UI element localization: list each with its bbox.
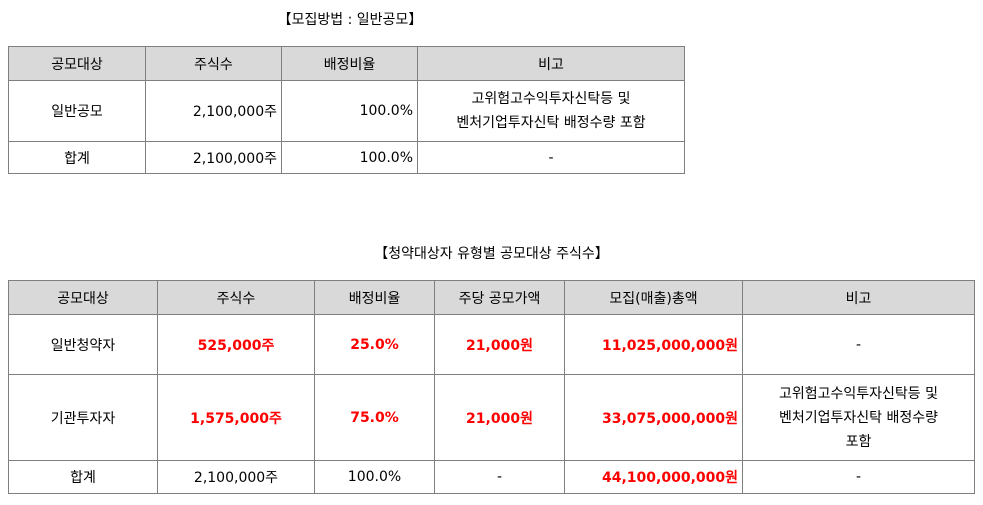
- header-price-per-share: 주당 공모가액: [434, 280, 565, 315]
- table-row: 기관투자자 1,575,000주 75.0% 21,000원 33,075,00…: [8, 374, 975, 461]
- cell-ratio: 100.0%: [314, 460, 435, 494]
- cell-target: 기관투자자: [8, 374, 158, 461]
- cell-remarks: -: [742, 460, 975, 494]
- header-remarks: 비고: [417, 46, 685, 81]
- cell-shares: 2,100,000주: [145, 141, 282, 174]
- cell-remarks: -: [417, 141, 685, 174]
- table-row: 일반공모 2,100,000주 100.0% 고위험고수익투자신탁등 및 벤처기…: [8, 80, 685, 142]
- cell-shares: 1,575,000주: [157, 374, 315, 461]
- cell-total: 33,075,000,000원: [564, 374, 743, 461]
- cell-total: 44,100,000,000원: [564, 460, 743, 494]
- cell-ratio: 100.0%: [281, 141, 418, 174]
- header-shares: 주식수: [157, 280, 315, 315]
- header-target: 공모대상: [8, 280, 158, 315]
- table2-title: 【청약대상자 유형별 공모대상 주식수】: [374, 246, 609, 262]
- header-shares: 주식수: [145, 46, 282, 81]
- cell-target: 합계: [8, 141, 146, 174]
- cell-shares: 525,000주: [157, 314, 315, 375]
- header-total-amount: 모집(매출)총액: [564, 280, 743, 315]
- cell-shares: 2,100,000주: [157, 460, 315, 494]
- cell-price: 21,000원: [434, 374, 565, 461]
- cell-target: 일반청약자: [8, 314, 158, 375]
- cell-remarks: 고위험고수익투자신탁등 및 벤처기업투자신탁 배정수량 포함: [417, 80, 685, 142]
- cell-remarks: -: [742, 314, 975, 375]
- table-header-row: 공모대상 주식수 배정비율 비고: [8, 46, 685, 81]
- cell-total: 11,025,000,000원: [564, 314, 743, 375]
- table-offering-method: 공모대상 주식수 배정비율 비고 일반공모 2,100,000주 100.0% …: [8, 46, 685, 174]
- table-row: 일반청약자 525,000주 25.0% 21,000원 11,025,000,…: [8, 314, 975, 375]
- cell-ratio: 100.0%: [281, 80, 418, 142]
- cell-remarks: 고위험고수익투자신탁등 및 벤처기업투자신탁 배정수량 포함: [742, 374, 975, 461]
- header-remarks: 비고: [742, 280, 975, 315]
- header-target: 공모대상: [8, 46, 146, 81]
- cell-shares: 2,100,000주: [145, 80, 282, 142]
- table-row-total: 합계 2,100,000주 100.0% -: [8, 141, 685, 174]
- cell-ratio: 25.0%: [314, 314, 435, 375]
- header-allocation-ratio: 배정비율: [314, 280, 435, 315]
- cell-price: 21,000원: [434, 314, 565, 375]
- cell-target: 합계: [8, 460, 158, 494]
- table-row-total: 합계 2,100,000주 100.0% - 44,100,000,000원 -: [8, 460, 975, 494]
- cell-target: 일반공모: [8, 80, 146, 142]
- table-header-row: 공모대상 주식수 배정비율 주당 공모가액 모집(매출)총액 비고: [8, 280, 975, 315]
- table-subscriber-types: 공모대상 주식수 배정비율 주당 공모가액 모집(매출)총액 비고 일반청약자 …: [8, 280, 975, 494]
- cell-price: -: [434, 460, 565, 494]
- header-allocation-ratio: 배정비율: [281, 46, 418, 81]
- table1-title: 【모집방법 : 일반공모】: [277, 12, 423, 28]
- cell-ratio: 75.0%: [314, 374, 435, 461]
